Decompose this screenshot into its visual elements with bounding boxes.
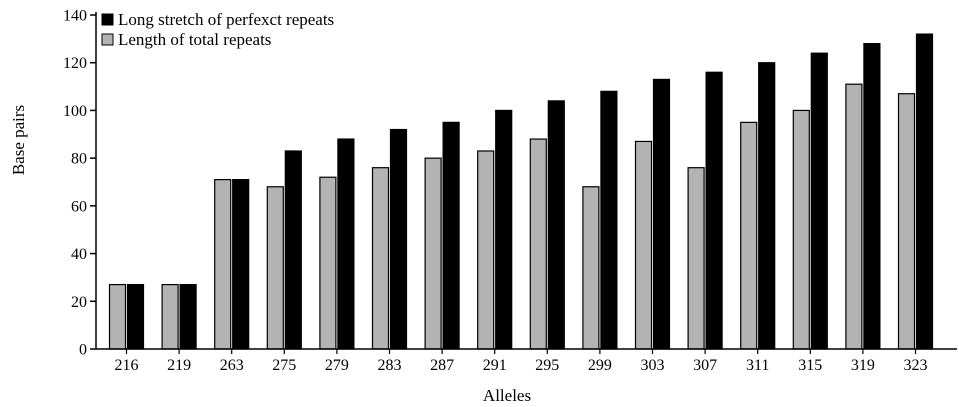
bar-perfect-repeats (442, 121, 460, 350)
y-tick-label: 80 (71, 151, 87, 168)
bar-total-repeats (634, 140, 653, 350)
bar-perfect-repeats (547, 100, 565, 350)
bar-perfect-repeats (863, 43, 881, 350)
y-tick-label: 60 (71, 198, 87, 215)
bar-perfect-repeats (337, 138, 355, 350)
x-tick-label: 315 (798, 357, 822, 374)
legend-swatch (101, 13, 114, 26)
x-tick-label: 287 (430, 357, 454, 374)
x-tick-label: 307 (693, 357, 717, 374)
x-axis-label: Alleles (483, 386, 531, 405)
bar-total-repeats (266, 186, 284, 350)
x-tick-label: 219 (167, 357, 191, 374)
legend-label: Long stretch of perfexct repeats (118, 10, 334, 29)
x-tick-label: 303 (641, 357, 665, 374)
bar-total-repeats (214, 179, 232, 350)
bar-total-repeats (582, 186, 600, 350)
bar-total-repeats (845, 83, 863, 350)
x-tick-label: 263 (220, 357, 244, 374)
x-tick-label: 283 (378, 357, 402, 374)
y-tick-label: 0 (79, 342, 87, 359)
bars-group (108, 33, 934, 350)
bar-total-repeats (897, 93, 916, 350)
bar-perfect-repeats (915, 33, 934, 350)
x-tick-label: 323 (904, 357, 928, 374)
y-tick-label: 20 (71, 294, 87, 311)
bar-total-repeats (424, 157, 442, 350)
bar-total-repeats (108, 283, 127, 350)
bar-total-repeats (687, 167, 705, 350)
bar-perfect-repeats (284, 150, 302, 350)
x-ticks-group: 216 219 263 275 279 283 287 291 295 299 303 307 311 3… (115, 349, 928, 374)
x-tick-label: 279 (325, 357, 349, 374)
y-axis-label: Base pairs (9, 105, 28, 175)
bar-perfect-repeats (652, 78, 671, 350)
bar-perfect-repeats (758, 62, 776, 350)
bar-total-repeats (161, 283, 179, 350)
bar-total-repeats (319, 176, 337, 350)
x-tick-label: 299 (588, 357, 612, 374)
bar-total-repeats (371, 167, 390, 350)
bar-perfect-repeats (600, 90, 618, 350)
y-tick-label: 120 (63, 55, 87, 72)
bar-total-repeats (740, 121, 758, 350)
y-tick-label: 100 (63, 103, 87, 120)
y-ticks-group: 0 20 40 60 80 100 120 140 (63, 8, 96, 359)
legend-label: Length of total repeats (118, 30, 271, 49)
bar-perfect-repeats (232, 179, 250, 350)
bar-perfect-repeats (389, 128, 408, 350)
bar-total-repeats (792, 109, 810, 350)
bar-total-repeats (477, 150, 495, 350)
bar-perfect-repeats (495, 109, 513, 350)
x-tick-label: 295 (535, 357, 559, 374)
bar-perfect-repeats (179, 283, 197, 350)
bar-perfect-repeats (705, 71, 723, 350)
y-tick-label: 140 (63, 8, 87, 25)
bar-perfect-repeats (810, 52, 828, 350)
x-tick-label: 291 (483, 357, 507, 374)
bar-total-repeats (529, 138, 547, 350)
x-tick-label: 319 (851, 357, 875, 374)
x-tick-label: 216 (115, 357, 139, 374)
bar-perfect-repeats (126, 283, 145, 350)
x-tick-label: 275 (272, 357, 296, 374)
y-tick-label: 40 (71, 246, 87, 263)
legend-swatch (101, 33, 114, 46)
x-tick-label: 311 (746, 357, 769, 374)
